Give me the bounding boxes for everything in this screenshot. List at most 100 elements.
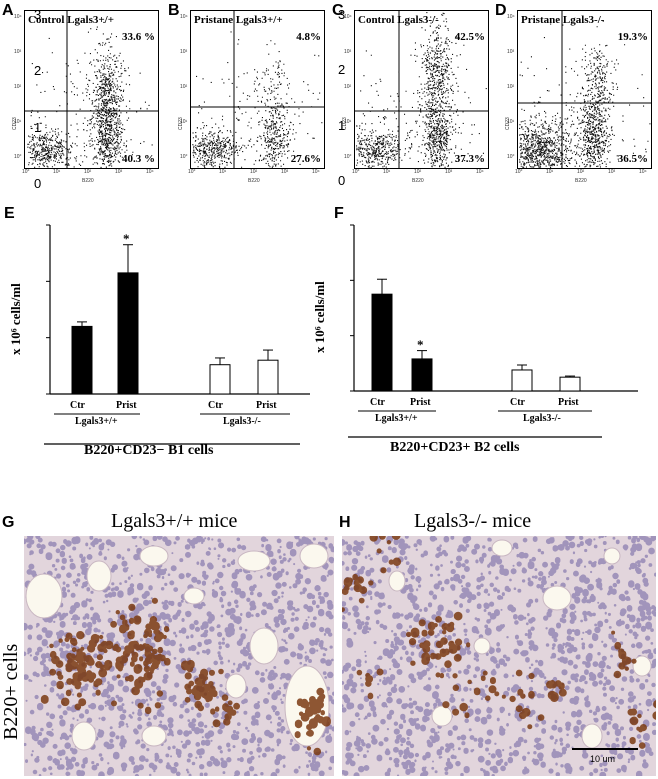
- x-tick-label: 10²: [84, 169, 92, 175]
- flow-plot-a: Control Lgals3+/+ 33.6 % 40.3 %: [24, 10, 159, 169]
- category-label: Prist: [256, 400, 277, 411]
- fat-vacuole: [183, 587, 205, 605]
- significance-marker: *: [417, 336, 424, 352]
- cell-type-label: B220+CD23+ B2 cells: [390, 440, 520, 455]
- bar: [209, 364, 231, 395]
- x-tick-label: 10³: [445, 169, 453, 175]
- y-tick-label: 10¹: [507, 119, 515, 125]
- nuclei: [24, 536, 334, 776]
- x-tick-label: 10⁴: [312, 169, 320, 175]
- x-tick-label: 10°: [352, 169, 360, 175]
- category-label: Prist: [116, 400, 137, 411]
- bar: [257, 359, 279, 395]
- panel-letter-g: G: [2, 514, 15, 531]
- side-label: B220+ cells: [0, 643, 22, 740]
- scatter-dots: [25, 11, 158, 168]
- event-dots: [27, 21, 153, 168]
- y-tick-label: 10³: [507, 49, 515, 55]
- bar: [371, 293, 393, 392]
- y-tick-label: 10¹: [344, 119, 352, 125]
- fat-vacuole: [249, 627, 279, 665]
- category-label: Ctr: [370, 397, 385, 408]
- scatter-dots: [355, 11, 488, 168]
- fat-vacuole: [71, 721, 97, 751]
- cell-type-label: B220+CD23− B1 cells: [84, 443, 214, 458]
- lower-right-percent: 27.6%: [290, 153, 321, 165]
- x-tick-label: 10³: [281, 169, 289, 175]
- y-tick-label: 3: [34, 7, 42, 22]
- x-axis-label: B220: [248, 178, 260, 184]
- x-tick-label: 10°: [188, 169, 196, 175]
- fat-vacuole: [603, 547, 621, 565]
- x-axis-label: B220: [412, 178, 424, 184]
- flow-plot-d: Pristane Lgals3-/- 19.3% 36.5%: [517, 10, 652, 169]
- flow-title: Pristane Lgals3-/-: [521, 14, 605, 26]
- y-axis-title: x 10⁶ cells/ml: [312, 281, 327, 353]
- y-tick-label: 0: [338, 173, 346, 188]
- x-tick-label: 10²: [414, 169, 422, 175]
- y-tick-label: 1: [338, 117, 346, 133]
- x-tick-label: 10¹: [383, 169, 391, 175]
- lower-right-percent: 37.3%: [454, 153, 485, 165]
- y-tick-label: 2: [34, 63, 42, 79]
- flow-plot-c: Control Lgals3-/- 42.5% 37.3%: [354, 10, 489, 169]
- y-tick-label: 10⁴: [14, 14, 22, 20]
- fat-vacuole: [86, 560, 112, 592]
- category-label: Ctr: [208, 400, 223, 411]
- fat-vacuole: [299, 543, 329, 569]
- flow-plot-b: Pristane Lgals3+/+ 4.8% 27.6%: [190, 10, 325, 169]
- event-dots: [192, 31, 323, 168]
- upper-right-percent: 19.3%: [617, 31, 648, 43]
- y-tick-label: 10³: [180, 49, 188, 55]
- y-tick-label: 10⁴: [344, 14, 352, 20]
- x-axis-label: B220: [82, 178, 94, 184]
- y-tick-label: 10¹: [14, 119, 22, 125]
- x-tick-label: 10³: [608, 169, 616, 175]
- bar: [71, 325, 93, 395]
- group-label: Lgals3+/+: [75, 416, 118, 427]
- y-tick-label: 10°: [507, 154, 515, 160]
- y-tick-label: 1: [34, 119, 42, 135]
- category-label: Prist: [410, 397, 431, 408]
- panel-letter-e: E: [4, 205, 15, 222]
- bar: [411, 358, 433, 392]
- upper-right-percent: 33.6 %: [122, 31, 155, 43]
- panel-letter-f: F: [334, 205, 344, 222]
- x-tick-label: 10°: [22, 169, 30, 175]
- y-tick-label: 2: [338, 62, 346, 78]
- fat-vacuole: [141, 725, 167, 747]
- bar: [559, 376, 581, 392]
- scale-bar: [572, 748, 638, 750]
- nuclei: [342, 536, 656, 776]
- y-tick-label: 10³: [344, 49, 352, 55]
- fat-vacuole: [542, 585, 572, 611]
- category-label: Prist: [558, 397, 579, 408]
- panel-letter-c: C: [332, 2, 344, 19]
- lower-right-percent: 40.3 %: [122, 153, 155, 165]
- fat-vacuole: [431, 705, 453, 727]
- fat-vacuole: [225, 673, 247, 699]
- flow-title: Control Lgals3-/-: [358, 14, 439, 26]
- x-tick-label: 10⁴: [146, 169, 154, 175]
- fat-vacuole: [139, 545, 169, 567]
- y-tick-label: 3: [338, 7, 346, 22]
- panel-letter-a: A: [2, 2, 14, 19]
- x-tick-label: 10²: [577, 169, 585, 175]
- fat-vacuole: [25, 573, 63, 619]
- flow-title: Control Lgals3+/+: [28, 14, 114, 26]
- upper-right-percent: 4.8%: [296, 31, 321, 43]
- y-tick-label: 10°: [14, 154, 22, 160]
- scatter-dots: [191, 11, 324, 168]
- y-tick-label: 10°: [344, 154, 352, 160]
- category-label: Ctr: [70, 400, 85, 411]
- fat-vacuole: [632, 655, 652, 677]
- y-tick-label: 10⁴: [507, 14, 515, 20]
- panel-letter-b: B: [168, 2, 180, 19]
- y-tick-label: 10°: [180, 154, 188, 160]
- group-label: Lgals3+/+: [375, 413, 418, 424]
- lower-right-percent: 36.5%: [617, 153, 648, 165]
- y-tick-label: 10²: [507, 84, 515, 90]
- category-label: Ctr: [510, 397, 525, 408]
- bar-chart-f: [348, 224, 638, 438]
- stained-cells: [40, 597, 331, 756]
